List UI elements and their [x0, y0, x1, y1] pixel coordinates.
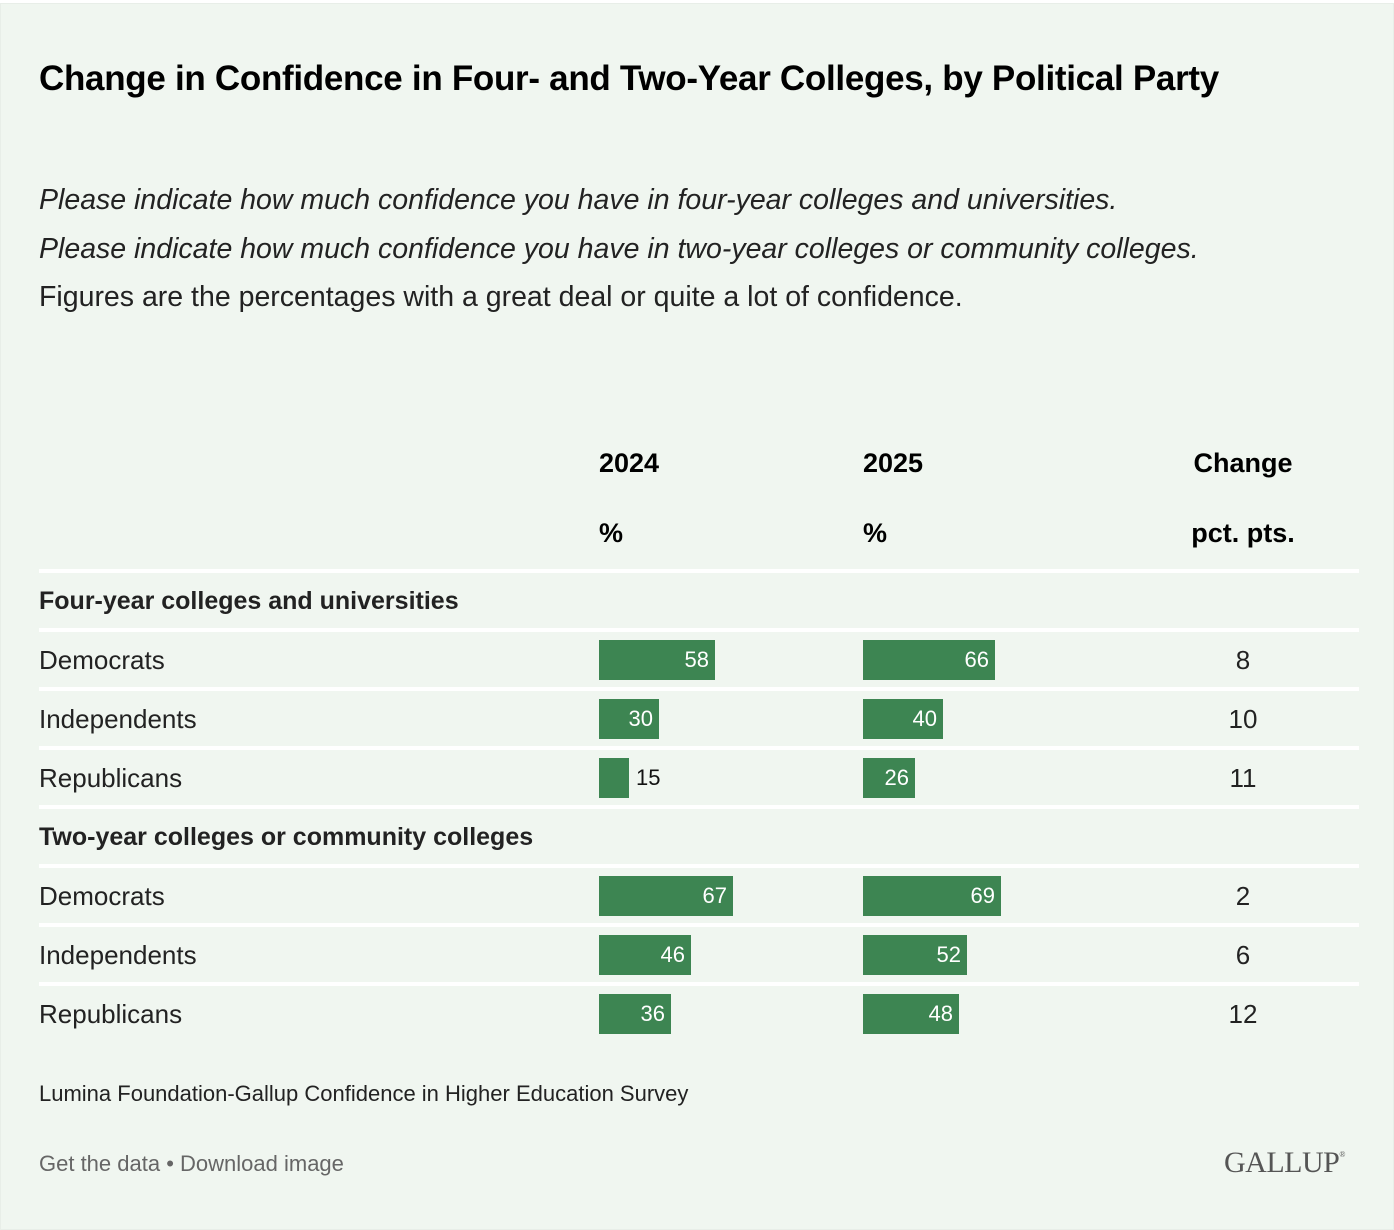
download-image-link[interactable]: Download image — [180, 1151, 344, 1176]
row-divider — [39, 746, 1359, 750]
chart-subtitle: Please indicate how much confidence you … — [39, 176, 1339, 322]
row-divider — [39, 628, 1359, 632]
bar-2024 — [599, 699, 659, 739]
bar-2025 — [863, 994, 959, 1034]
get-data-link[interactable]: Get the data — [39, 1151, 161, 1176]
change-value: 10 — [1228, 704, 1258, 734]
column-header-change: Change — [1193, 448, 1293, 478]
bar-value-label-2024: 36 — [640, 1001, 665, 1026]
bar-value-label-2025: 69 — [970, 883, 995, 908]
row-label: Democrats — [39, 881, 165, 911]
column-unit-change: pct. pts. — [1191, 518, 1295, 548]
change-value: 8 — [1235, 645, 1251, 675]
column-unit-2025: % — [863, 518, 888, 548]
bar-value-label-2025: 40 — [912, 706, 937, 731]
bar-2024 — [599, 640, 715, 680]
link-separator: • — [160, 1151, 181, 1176]
row-divider — [39, 805, 1359, 809]
bar-value-label-2025: 48 — [928, 1001, 953, 1026]
chart-title: Change in Confidence in Four- and Two-Ye… — [39, 59, 1219, 98]
bar-2024 — [599, 935, 691, 975]
question-two-year: Please indicate how much confidence you … — [39, 232, 1199, 265]
group-label: Two-year colleges or community colleges — [39, 823, 534, 851]
bar-value-label-2025: 26 — [884, 765, 909, 790]
row-divider — [39, 982, 1359, 986]
row-divider — [39, 923, 1359, 927]
gallup-logo: GALLUP® — [1224, 1146, 1345, 1180]
row-label: Republicans — [39, 763, 183, 793]
bar-value-label-2024: 15 — [636, 765, 661, 790]
row-label: Republicans — [39, 999, 183, 1029]
row-label: Independents — [39, 940, 197, 970]
figures-note: Figures are the percentages with a great… — [39, 281, 963, 313]
bar-2024 — [599, 994, 671, 1034]
row-divider — [39, 569, 1359, 573]
chart-card: Change in Confidence in Four- and Two-Ye… — [0, 3, 1394, 1230]
bar-2025 — [863, 876, 1001, 916]
row-divider — [39, 687, 1359, 691]
bar-2024 — [599, 876, 733, 916]
row-label: Independents — [39, 704, 197, 734]
bar-value-label-2024: 67 — [702, 883, 727, 908]
bar-2025 — [863, 935, 967, 975]
column-header-2025: 2025 — [863, 448, 924, 478]
bar-value-label-2024: 58 — [684, 647, 709, 672]
gallup-logo-text: GALLUP — [1224, 1146, 1340, 1179]
bar-value-label-2025: 66 — [964, 647, 989, 672]
change-value: 12 — [1228, 999, 1258, 1029]
bar-2025 — [863, 640, 995, 680]
column-unit-2024: % — [599, 518, 624, 548]
question-four-year: Please indicate how much confidence you … — [39, 184, 1118, 216]
bar-2025 — [863, 758, 915, 798]
bar-value-label-2024: 46 — [660, 942, 685, 967]
bar-value-label-2024: 30 — [628, 706, 653, 731]
row-label: Democrats — [39, 645, 165, 675]
change-value: 2 — [1235, 881, 1251, 911]
source-note: Lumina Foundation-Gallup Confidence in H… — [39, 1081, 689, 1106]
column-header-2024: 2024 — [599, 448, 660, 478]
bar-2025 — [863, 699, 943, 739]
bar-2024 — [599, 758, 629, 798]
footer-links: Get the data • Download image — [39, 1151, 344, 1177]
registered-mark-icon: ® — [1339, 1150, 1345, 1159]
change-value: 11 — [1229, 763, 1257, 793]
bar-value-label-2025: 52 — [936, 942, 961, 967]
change-value: 6 — [1235, 940, 1251, 970]
group-label: Four-year colleges and universities — [39, 587, 459, 615]
row-divider — [39, 864, 1359, 868]
